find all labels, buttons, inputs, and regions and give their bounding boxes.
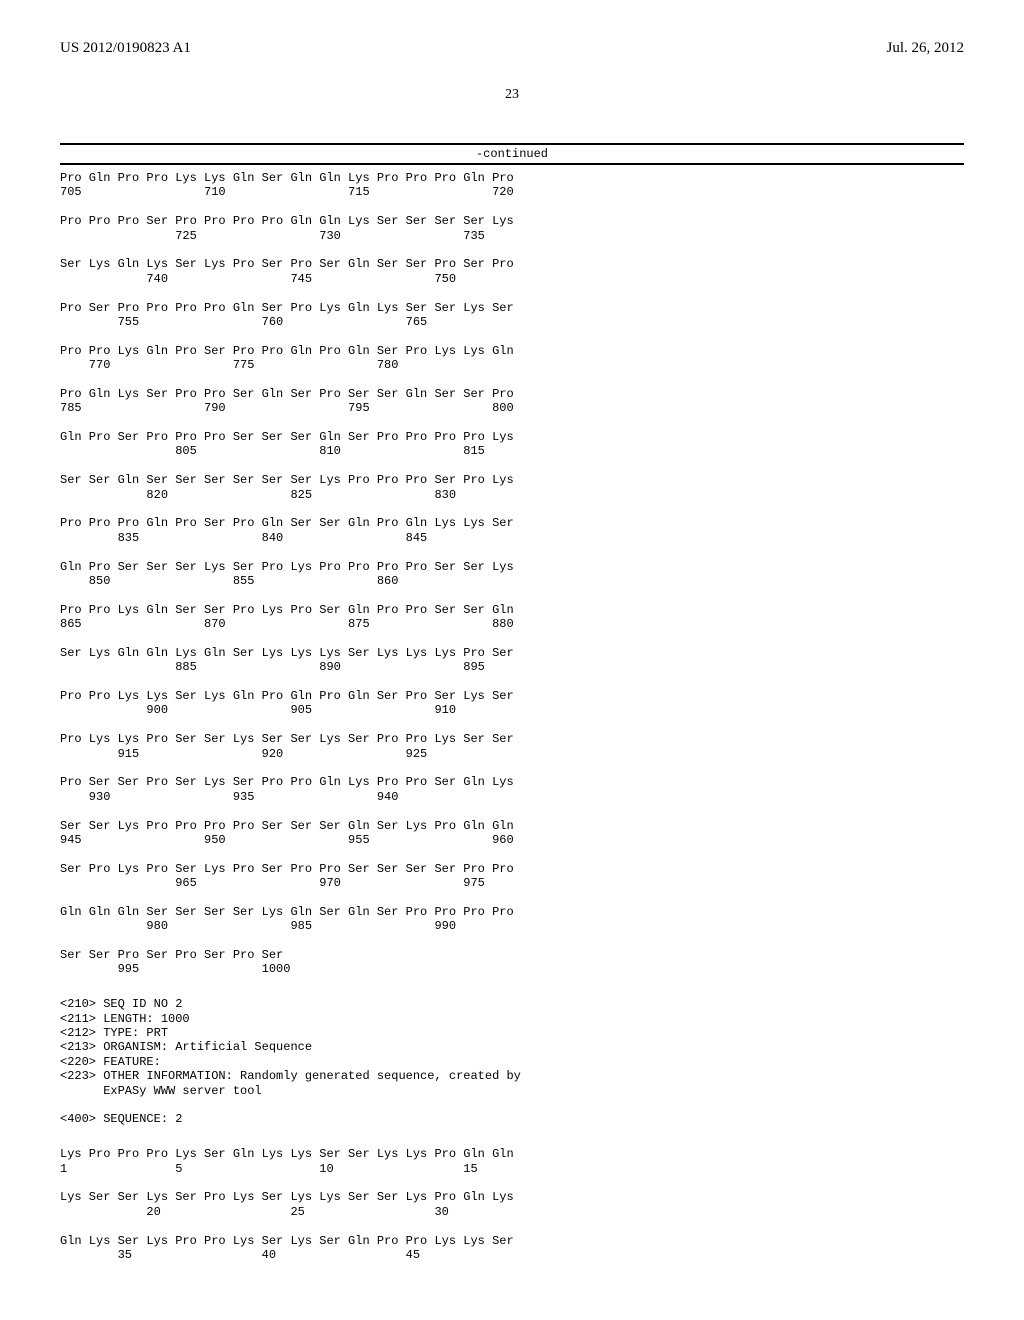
continued-label: -continued (60, 147, 964, 161)
sequence-listing-2: Lys Pro Pro Pro Lys Ser Gln Lys Lys Ser … (60, 1133, 964, 1263)
page-number: 23 (60, 87, 964, 103)
page-container: US 2012/0190823 A1 Jul. 26, 2012 23 -con… (0, 0, 1024, 1302)
header-row: US 2012/0190823 A1 Jul. 26, 2012 (60, 40, 964, 57)
patent-date: Jul. 26, 2012 (886, 40, 964, 57)
sequence-listing-1: Pro Gln Pro Pro Lys Lys Gln Ser Gln Gln … (60, 171, 964, 977)
patent-number: US 2012/0190823 A1 (60, 40, 191, 57)
continued-rule: -continued (60, 143, 964, 165)
metadata-block: <210> SEQ ID NO 2 <211> LENGTH: 1000 <21… (60, 983, 964, 1127)
